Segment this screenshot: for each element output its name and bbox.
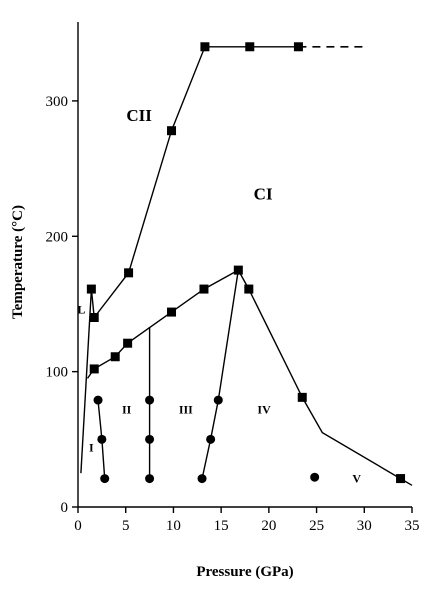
circle-marker-9 — [213, 395, 223, 405]
square-marker-15 — [245, 42, 255, 52]
circle-marker-7 — [197, 474, 207, 484]
y-tick-label-0: 0 — [61, 500, 69, 516]
y-tick-label-300: 300 — [46, 94, 69, 110]
x-tick-label-20: 20 — [261, 518, 276, 534]
circle-marker-10 — [310, 472, 320, 482]
circle-marker-3 — [100, 474, 110, 484]
square-marker-14 — [200, 42, 210, 52]
region-label-l: L — [77, 302, 85, 316]
square-marker-1 — [86, 284, 96, 294]
region-label-i: I — [89, 441, 94, 455]
region-label-ci: CI — [254, 185, 273, 204]
circle-marker-2 — [97, 434, 107, 444]
circle-marker-6 — [145, 474, 155, 484]
x-tick-label-25: 25 — [309, 518, 324, 534]
region-label-iv: IV — [257, 403, 271, 417]
y-axis-title: Temperature (°C) — [10, 205, 26, 319]
square-marker-9 — [244, 284, 254, 294]
phase-boundary-1 — [80, 289, 93, 474]
x-tick-label-15: 15 — [214, 518, 229, 534]
y-tick-label-200: 200 — [46, 229, 69, 245]
square-marker-8 — [233, 265, 243, 275]
x-tick-label-35: 35 — [405, 518, 420, 534]
circle-marker-5 — [145, 434, 155, 444]
square-marker-11 — [396, 474, 406, 484]
phase-boundary-2 — [90, 289, 95, 318]
region-label-iii: III — [179, 403, 193, 417]
region-label-ii: II — [122, 403, 132, 417]
x-tick-label-30: 30 — [357, 518, 372, 534]
region-label-cii: CII — [126, 106, 152, 125]
square-marker-2 — [89, 312, 99, 322]
axes — [77, 22, 412, 508]
square-marker-12 — [124, 268, 134, 278]
square-marker-13 — [167, 126, 177, 136]
circle-marker-1 — [93, 395, 103, 405]
square-marker-6 — [167, 307, 177, 317]
x-tick-label-10: 10 — [166, 518, 181, 534]
phase-boundary-6 — [237, 269, 413, 486]
phase-boundary-5 — [86, 269, 239, 379]
y-tick-label-100: 100 — [46, 365, 69, 381]
region-label-v: V — [352, 472, 361, 486]
square-marker-5 — [123, 338, 133, 348]
axis-ticks: 0 5 10 15 20 25 30 35 0 100 200 300 — [46, 94, 420, 534]
x-tick-label-0: 0 — [74, 518, 82, 534]
x-tick-label-5: 5 — [122, 518, 130, 534]
circle-marker-8 — [206, 434, 216, 444]
square-marker-4 — [110, 352, 120, 362]
square-marker-7 — [199, 284, 209, 294]
phase-boundary-7 — [201, 269, 239, 479]
square-marker-10 — [297, 392, 307, 402]
square-marker-16 — [293, 42, 303, 52]
x-axis-title: Pressure (GPa) — [196, 564, 293, 580]
data-markers — [86, 42, 406, 484]
circle-marker-4 — [145, 395, 155, 405]
square-marker-3 — [89, 364, 99, 374]
